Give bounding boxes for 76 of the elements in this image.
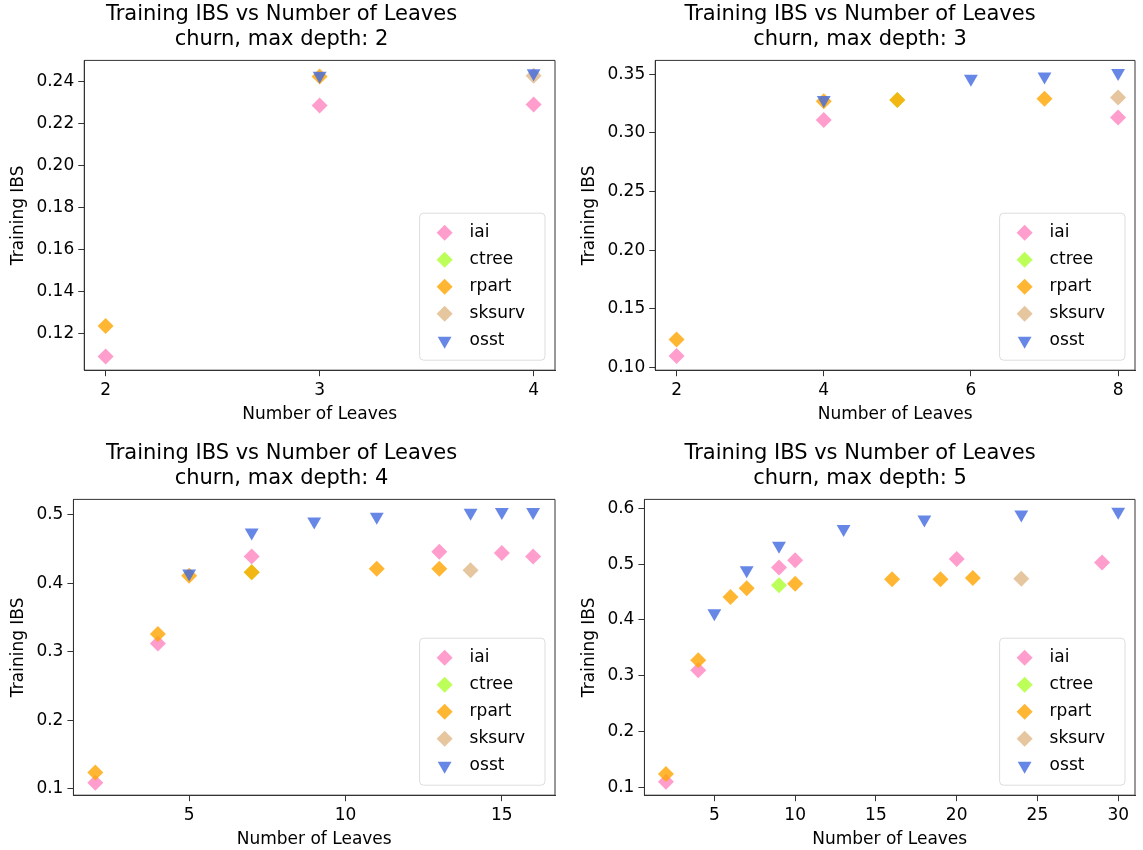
legend-label: osst	[469, 329, 505, 350]
chart-title: Training IBS vs Number of Leaves	[683, 440, 1036, 465]
y-tick-label: 0.3	[607, 664, 635, 685]
x-tick-label: 8	[1112, 378, 1124, 399]
x-tick-label: 30	[1107, 803, 1130, 824]
y-tick-label: 0.5	[36, 503, 64, 524]
y-tick-label: 0.18	[36, 195, 75, 216]
x-axis-title: Number of Leaves	[817, 403, 973, 424]
legend-label: iai	[469, 646, 490, 667]
y-tick-label: 0.14	[36, 279, 75, 300]
x-tick-label: 2	[100, 378, 112, 399]
x-tick-label: 15	[491, 803, 513, 824]
y-tick-label: 0.10	[607, 356, 646, 377]
x-tick-label: 20	[945, 803, 968, 824]
y-tick-label: 0.4	[607, 608, 635, 629]
x-tick-label: 6	[965, 378, 977, 399]
y-tick-label: 0.35	[607, 62, 646, 83]
y-tick-label: 0.2	[36, 708, 64, 729]
legend-label: ctree	[1049, 248, 1094, 269]
legend-label: sksurv	[469, 302, 526, 323]
y-tick-label: 0.4	[36, 571, 64, 592]
x-tick-label: 4	[528, 378, 540, 399]
legend-label: sksurv	[1049, 727, 1106, 748]
y-tick-label: 0.1	[36, 777, 64, 798]
x-tick-label: 5	[183, 803, 195, 824]
x-tick-label: 25	[1026, 803, 1049, 824]
legend-label: iai	[1049, 221, 1070, 242]
y-tick-label: 0.22	[36, 111, 75, 132]
legend-label: osst	[1049, 754, 1085, 775]
y-tick-label: 0.12	[36, 321, 75, 342]
legend-label: iai	[469, 221, 490, 242]
y-axis-title: Training IBS	[6, 165, 27, 267]
x-axis-title: Number of Leaves	[236, 828, 392, 849]
x-axis-title: Number of Leaves	[812, 828, 968, 849]
legend-label: rpart	[469, 275, 512, 296]
y-tick-label: 0.3	[36, 640, 64, 661]
y-axis-title: Training IBS	[6, 597, 27, 699]
x-axis-title: Number of Leaves	[242, 403, 398, 424]
x-tick-label: 3	[314, 378, 326, 399]
y-tick-label: 0.20	[36, 153, 75, 174]
y-tick-label: 0.24	[36, 69, 75, 90]
chart-subtitle: churn, max depth: 4	[174, 465, 389, 490]
x-tick-label: 15	[865, 803, 887, 824]
y-axis-title: Training IBS	[577, 597, 598, 699]
chart-subtitle: churn, max depth: 3	[753, 26, 967, 51]
y-tick-label: 0.16	[36, 237, 75, 258]
x-tick-label: 4	[818, 378, 830, 399]
legend-label: rpart	[1049, 275, 1092, 296]
y-tick-label: 0.1	[607, 775, 635, 796]
y-tick-label: 0.20	[607, 238, 646, 259]
y-tick-label: 0.30	[607, 121, 646, 142]
legend-label: sksurv	[1049, 302, 1106, 323]
x-tick-label: 10	[784, 803, 806, 824]
x-tick-label: 10	[334, 803, 357, 824]
y-axis-title: Training IBS	[577, 165, 598, 267]
legend-label: osst	[469, 754, 505, 775]
legend-label: ctree	[469, 248, 514, 269]
chart-title: Training IBS vs Number of Leaves	[683, 1, 1036, 26]
y-tick-label: 0.6	[607, 496, 635, 517]
y-tick-label: 0.2	[607, 720, 635, 740]
y-tick-label: 0.15	[607, 297, 646, 318]
chart-subtitle: churn, max depth: 2	[174, 26, 389, 51]
legend-label: ctree	[469, 673, 514, 694]
chart-title: Training IBS vs Number of Leaves	[104, 1, 458, 26]
legend-label: rpart	[469, 700, 512, 721]
legend-label: osst	[1049, 329, 1085, 350]
legend-label: rpart	[1049, 700, 1092, 721]
legend-label: iai	[1049, 646, 1070, 667]
legend-label: sksurv	[469, 727, 526, 748]
x-tick-label: 5	[708, 803, 720, 824]
y-tick-label: 0.25	[607, 179, 646, 200]
chart-title: Training IBS vs Number of Leaves	[104, 440, 458, 465]
x-tick-label: 2	[671, 378, 682, 399]
chart-subtitle: churn, max depth: 5	[753, 465, 967, 490]
legend-label: ctree	[1049, 673, 1094, 694]
y-tick-label: 0.5	[607, 552, 635, 573]
